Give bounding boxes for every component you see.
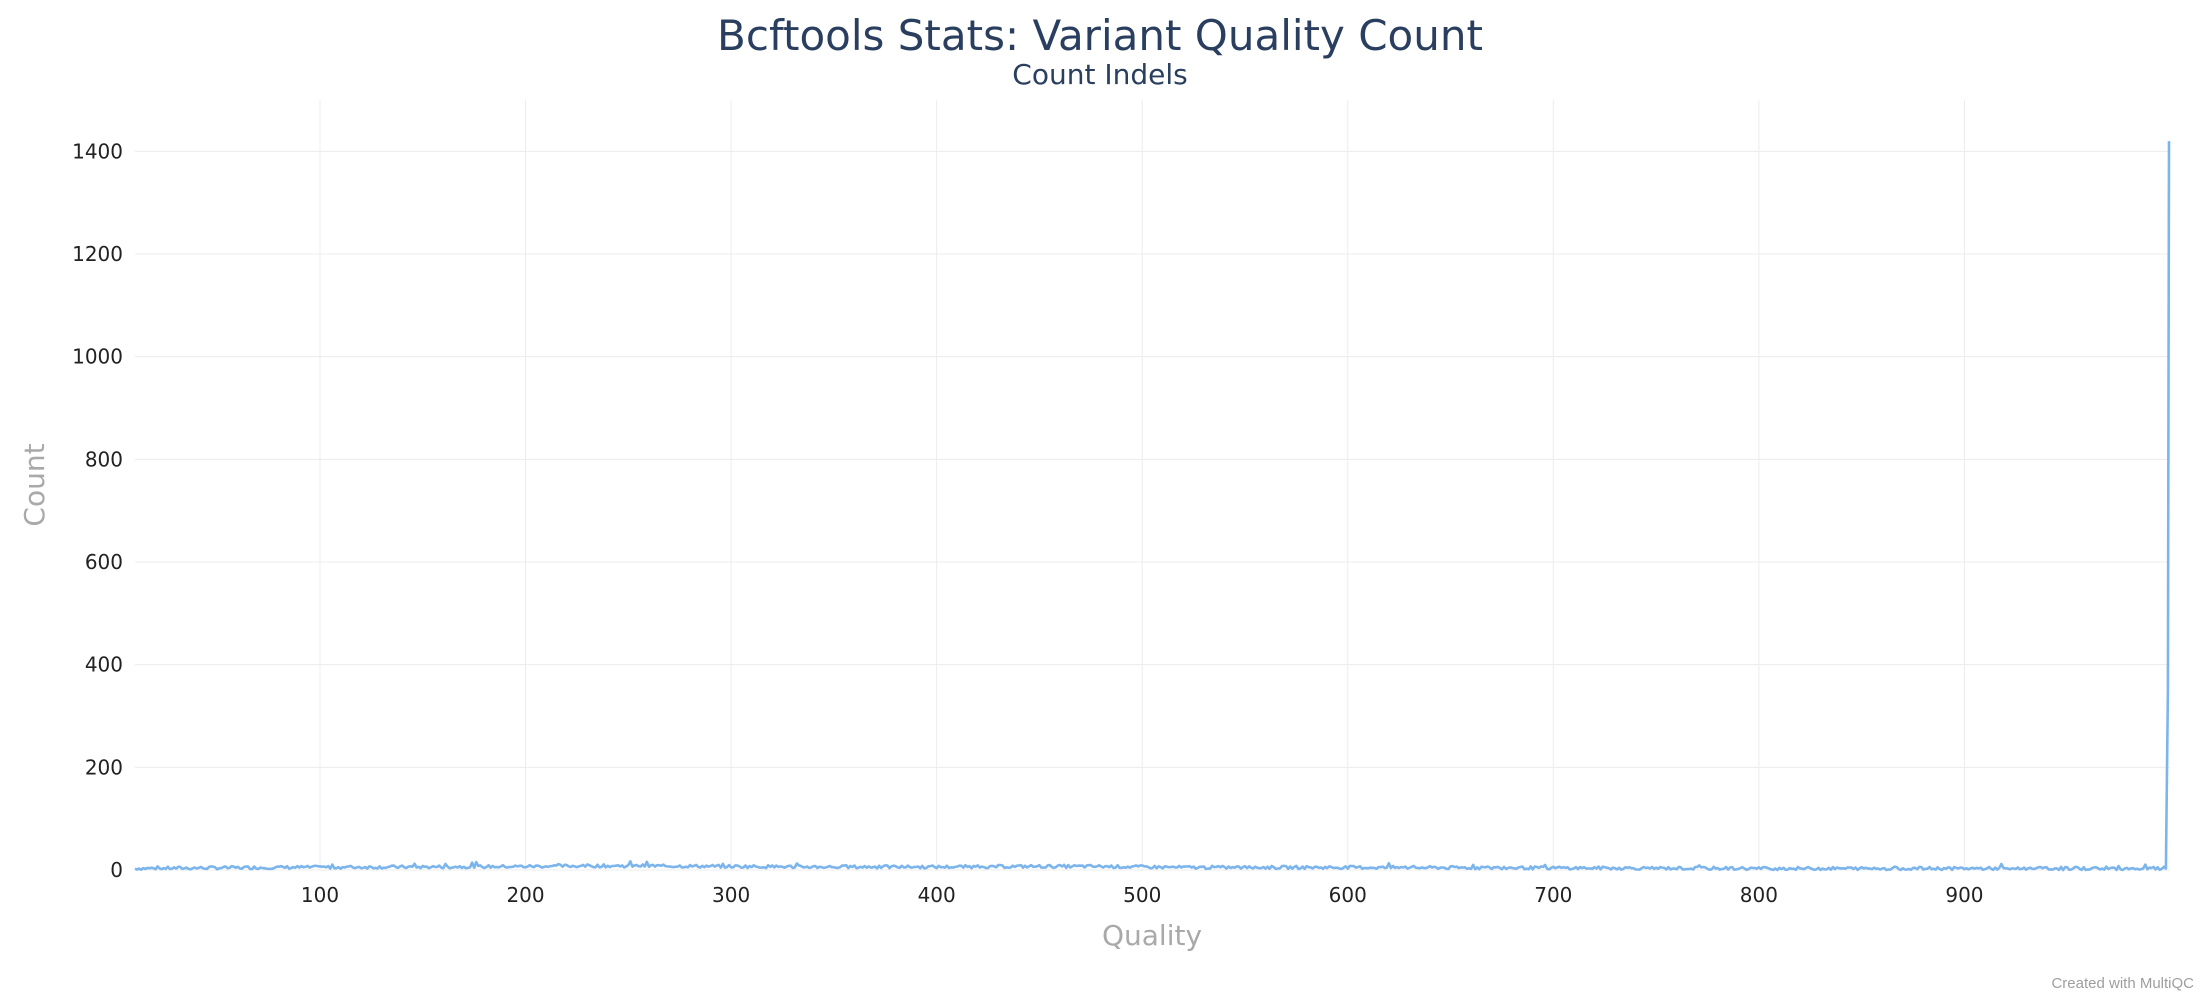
x-tick-label: 400 bbox=[918, 883, 956, 907]
x-tick-label: 700 bbox=[1534, 883, 1572, 907]
y-tick-label: 1400 bbox=[72, 139, 123, 163]
x-tick-label: 800 bbox=[1740, 883, 1778, 907]
series-line bbox=[134, 141, 2171, 872]
y-tick-label: 800 bbox=[85, 447, 123, 471]
multiqc-credit: Created with MultiQC bbox=[2051, 975, 2194, 992]
x-tick-label: 300 bbox=[712, 883, 750, 907]
grid bbox=[135, 100, 2170, 871]
tick-labels: 100 200 300 400 500 600 700 800 900 0 200 400 600 800… bbox=[72, 139, 1983, 907]
y-tick-label: 600 bbox=[85, 550, 123, 574]
x-tick-label: 100 bbox=[301, 883, 339, 907]
y-tick-label: 0 bbox=[110, 858, 123, 882]
y-axis-title: Count bbox=[18, 443, 51, 526]
y-tick-label: 400 bbox=[85, 653, 123, 677]
chart-title: Bcftools Stats: Variant Quality Count bbox=[717, 11, 1483, 60]
x-axis-title: Quality bbox=[1102, 919, 1202, 952]
x-tick-label: 900 bbox=[1945, 883, 1983, 907]
y-tick-label: 1000 bbox=[72, 345, 123, 369]
series bbox=[134, 141, 2171, 872]
x-tick-label: 500 bbox=[1123, 883, 1161, 907]
y-tick-label: 200 bbox=[85, 755, 123, 779]
chart-subtitle: Count Indels bbox=[1012, 58, 1188, 91]
x-tick-label: 600 bbox=[1329, 883, 1367, 907]
x-tick-label: 200 bbox=[506, 883, 544, 907]
y-tick-label: 1200 bbox=[72, 242, 123, 266]
